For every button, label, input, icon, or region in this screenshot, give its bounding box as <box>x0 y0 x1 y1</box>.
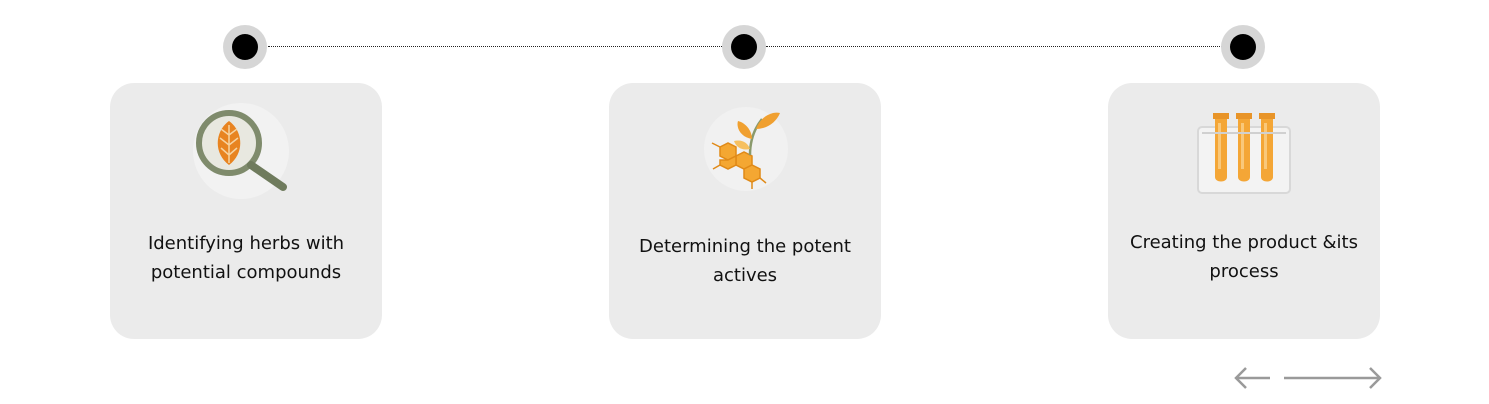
timeline-node-3 <box>1221 25 1265 69</box>
timeline-node-1 <box>223 25 267 69</box>
step-label: Identifying herbs with potential compoun… <box>147 233 345 283</box>
step-label: Determining the potent actives <box>639 236 851 286</box>
plant-molecule-icon <box>700 103 790 195</box>
magnifier-leaf-icon <box>191 101 301 201</box>
timeline-dot <box>1230 34 1256 60</box>
step-card-2: Determining the potent actives <box>609 83 881 339</box>
timeline-connector <box>766 46 1222 47</box>
arrow-left-icon[interactable] <box>1232 366 1272 390</box>
timeline-dot <box>731 34 757 60</box>
arrow-right-icon[interactable] <box>1282 366 1384 390</box>
step-label: Creating the product &its process <box>1130 232 1358 282</box>
step-card-3: Creating the product &its process <box>1108 83 1380 339</box>
timeline-dot <box>232 34 258 60</box>
step-card-1: Identifying herbs with potential compoun… <box>110 83 382 339</box>
test-tubes-icon <box>1194 109 1294 199</box>
timeline-connector <box>268 46 724 47</box>
timeline-node-2 <box>722 25 766 69</box>
